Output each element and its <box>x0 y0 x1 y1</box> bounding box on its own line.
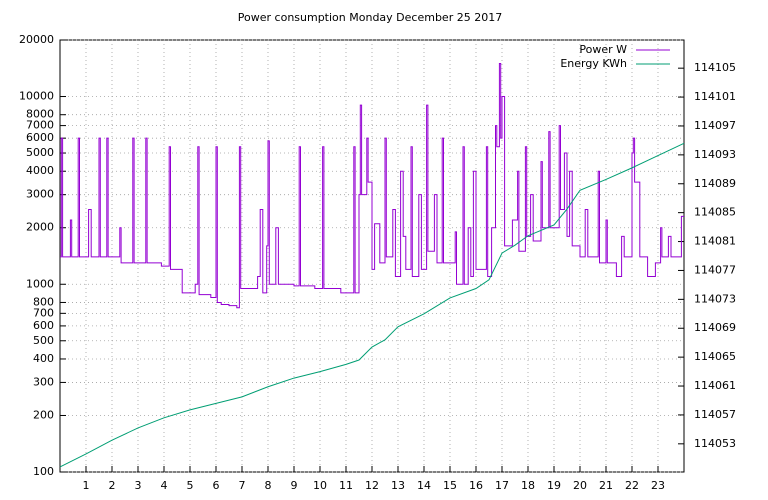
y2-tick-label: 114089 <box>694 177 736 190</box>
y-tick-label: 3000 <box>26 188 54 201</box>
y-tick-label: 800 <box>33 295 54 308</box>
y2-tick-label: 114065 <box>694 350 736 363</box>
x-tick-label: 20 <box>573 479 587 492</box>
y-tick-label: 700 <box>33 306 54 319</box>
x-tick-label: 3 <box>135 479 142 492</box>
x-tick-label: 13 <box>391 479 405 492</box>
y-tick-label: 6000 <box>26 131 54 144</box>
x-tick-label: 5 <box>187 479 194 492</box>
y-tick-label: 200 <box>33 408 54 421</box>
x-tick-label: 19 <box>547 479 561 492</box>
y-tick-label: 600 <box>33 319 54 332</box>
x-tick-label: 9 <box>291 479 298 492</box>
y2-tick-label: 114061 <box>694 379 736 392</box>
y2-tick-label: 114097 <box>694 119 736 132</box>
y2-tick-label: 114073 <box>694 292 736 305</box>
chart-title: Power consumption Monday December 25 201… <box>238 11 502 24</box>
y2-tick-label: 114057 <box>694 408 736 421</box>
x-tick-label: 14 <box>417 479 431 492</box>
y2-tick-label: 114105 <box>694 61 736 74</box>
y-tick-label: 400 <box>33 352 54 365</box>
y-tick-label: 100 <box>33 465 54 478</box>
x-tick-label: 12 <box>365 479 379 492</box>
x-tick-label: 15 <box>443 479 457 492</box>
y2-tick-label: 114077 <box>694 263 736 276</box>
y2-tick-label: 114101 <box>694 90 736 103</box>
series-line <box>60 62 684 309</box>
x-tick-label: 11 <box>339 479 353 492</box>
x-tick-label: 6 <box>213 479 220 492</box>
x-tick-label: 18 <box>521 479 535 492</box>
x-tick-label: 7 <box>239 479 246 492</box>
y-tick-label: 4000 <box>26 164 54 177</box>
legend-label: Power W <box>579 43 627 56</box>
legend-label: Energy KWh <box>560 57 627 70</box>
series-line <box>59 142 685 468</box>
y-tick-label: 7000 <box>26 119 54 132</box>
x-tick-label: 16 <box>469 479 483 492</box>
x-tick-label: 4 <box>161 479 168 492</box>
y-tick-label: 8000 <box>26 108 54 121</box>
x-tick-label: 1 <box>83 479 90 492</box>
x-tick-label: 23 <box>651 479 665 492</box>
y2-tick-label: 114081 <box>694 235 736 248</box>
y2-tick-label: 114069 <box>694 321 736 334</box>
x-tick-label: 8 <box>265 479 272 492</box>
y-tick-label: 20000 <box>19 33 54 46</box>
x-tick-label: 2 <box>109 479 116 492</box>
x-tick-label: 10 <box>313 479 327 492</box>
y-tick-label: 500 <box>33 334 54 347</box>
y-tick-label: 10000 <box>19 90 54 103</box>
y-tick-label: 5000 <box>26 146 54 159</box>
y-tick-label: 1000 <box>26 277 54 290</box>
y-tick-label: 2000 <box>26 221 54 234</box>
x-tick-label: 22 <box>625 479 639 492</box>
x-tick-label: 21 <box>599 479 613 492</box>
y-tick-label: 300 <box>33 375 54 388</box>
y2-tick-label: 114093 <box>694 148 736 161</box>
y2-tick-label: 114085 <box>694 206 736 219</box>
y2-tick-label: 114053 <box>694 437 736 450</box>
x-tick-label: 17 <box>495 479 509 492</box>
